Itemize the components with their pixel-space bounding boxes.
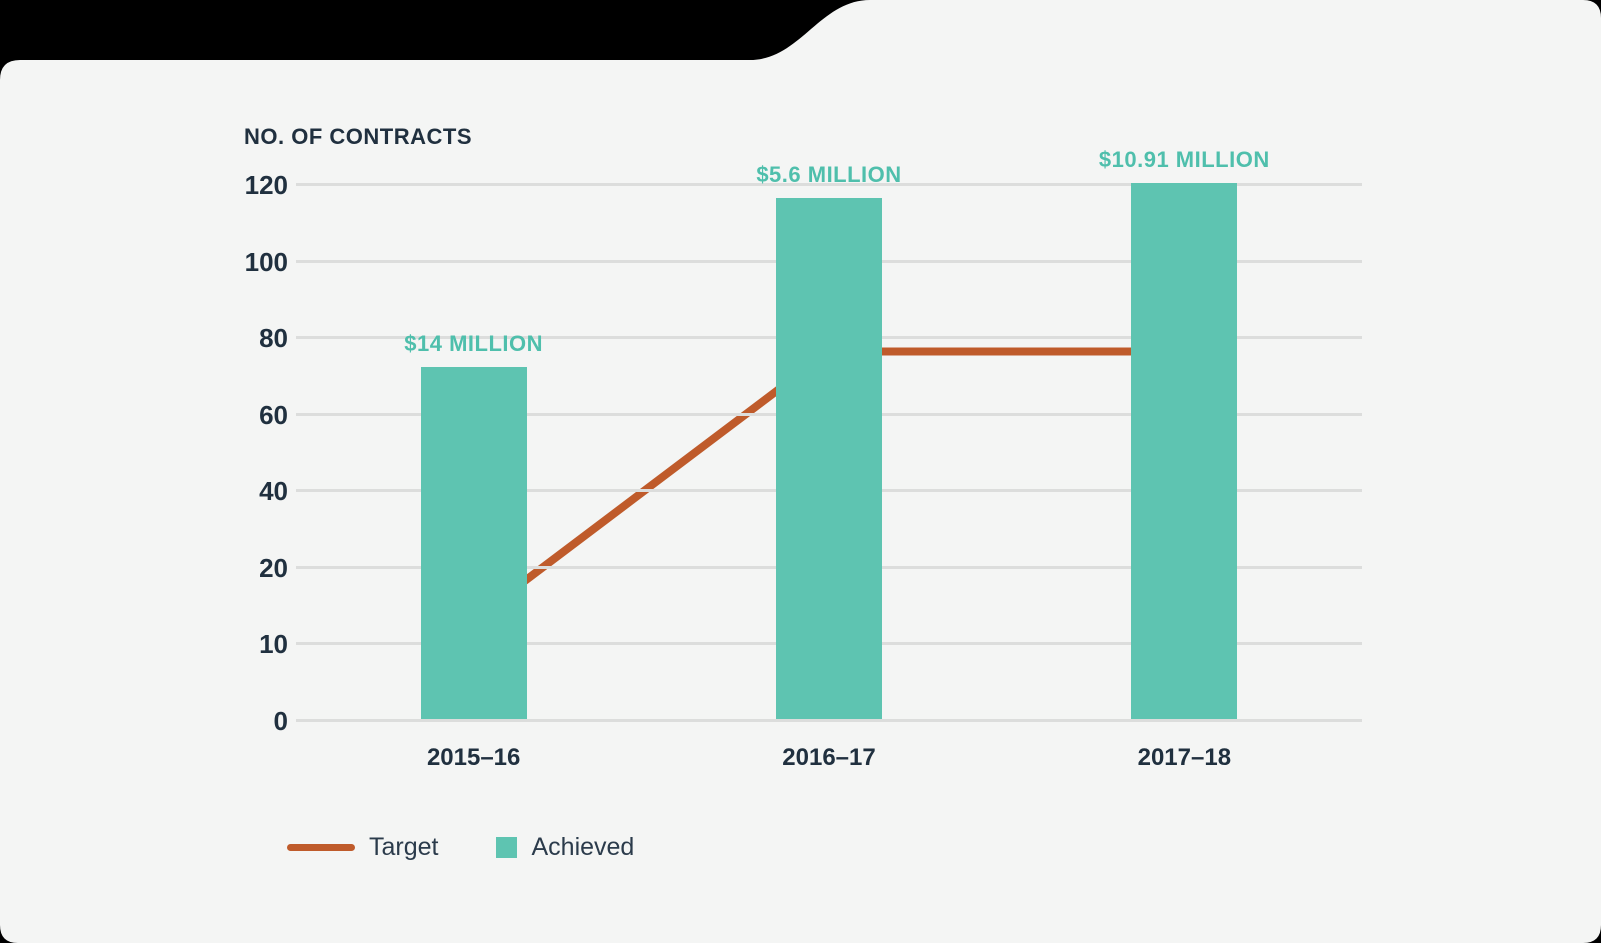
- legend-item-achieved: Achieved: [496, 833, 634, 862]
- achieved-bar: [776, 198, 882, 719]
- legend-item-target: Target: [287, 833, 438, 862]
- achieved-bar: [420, 366, 527, 719]
- x-axis-label: 2016–17: [782, 744, 876, 771]
- y-tick-label: 120: [244, 170, 288, 200]
- y-tick-label: 10: [259, 629, 288, 660]
- achieved-bar-swatch: [496, 836, 518, 858]
- y-gridline: [296, 719, 1362, 722]
- bar-value-label: $5.6 MILLION: [756, 162, 902, 188]
- x-axis-label: 2015–16: [426, 744, 521, 771]
- legend-label-target: Target: [369, 832, 439, 861]
- bar-value-label: $10.91 MILLION: [1098, 147, 1270, 172]
- y-tick-label: 80: [259, 323, 288, 354]
- legend-label-achieved: Achieved: [531, 832, 635, 861]
- y-tick-label: 0: [273, 706, 288, 736]
- y-tick-label: 40: [259, 476, 288, 507]
- y-gridline: [296, 183, 1362, 186]
- bar-value-label: $14 MILLION: [404, 330, 544, 356]
- y-tick-label: 20: [259, 552, 288, 583]
- x-axis-label: 2017–18: [1137, 744, 1232, 771]
- y-axis-title: NO. OF CONTRACTS: [244, 124, 472, 149]
- legend: Target Achieved: [287, 833, 634, 862]
- target-line-swatch: [287, 843, 355, 851]
- achieved-bar: [1131, 183, 1238, 719]
- y-tick-label: 60: [259, 399, 288, 430]
- y-tick-label: 100: [244, 246, 288, 277]
